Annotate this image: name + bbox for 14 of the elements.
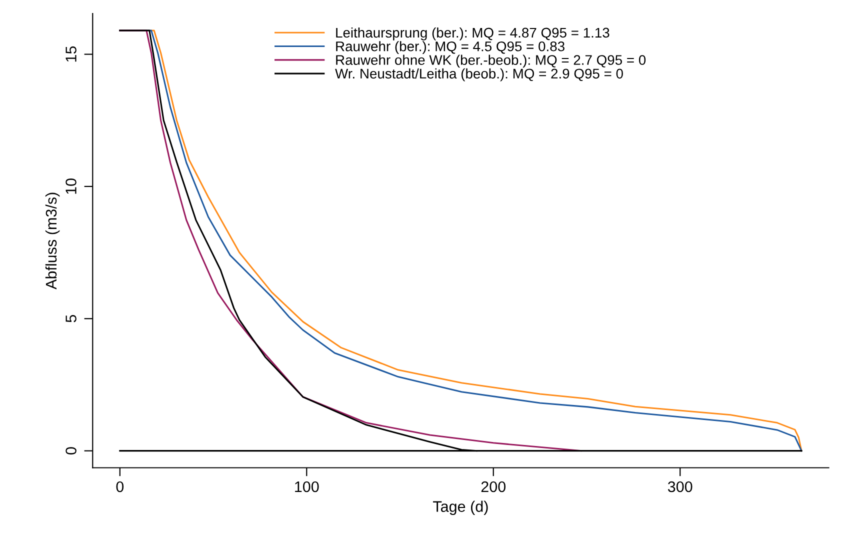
y-tick-label: 10 — [66, 178, 76, 194]
y-tick-label: 5 — [66, 315, 76, 322]
x-axis-title: Tage (d) — [433, 500, 488, 515]
legend-label: Rauwehr ohne WK (ber.-beob.): MQ = 2.7 Q95 = 0 — [336, 54, 646, 68]
y-tick-label: 15 — [66, 46, 76, 62]
legend-label: Rauwehr (ber.): MQ = 4.5 Q95 = 0.83 — [336, 41, 564, 54]
y-axis-title: Abfluss (m3/s) — [45, 192, 60, 290]
legend-label: Wr. Neustadt/Leitha (beob.): MQ = 2.9 Q95 = 0 — [335, 68, 623, 82]
y-tick-label: 0 — [66, 447, 76, 454]
legend-label: Leithaursprung (ber.): MQ = 4.87 Q95 = 1.13 — [336, 27, 610, 40]
x-tick-label: 0 — [116, 481, 124, 492]
x-tick-label: 200 — [481, 481, 506, 492]
x-tick-label: 300 — [668, 481, 692, 492]
x-tick-label: 100 — [295, 481, 319, 492]
